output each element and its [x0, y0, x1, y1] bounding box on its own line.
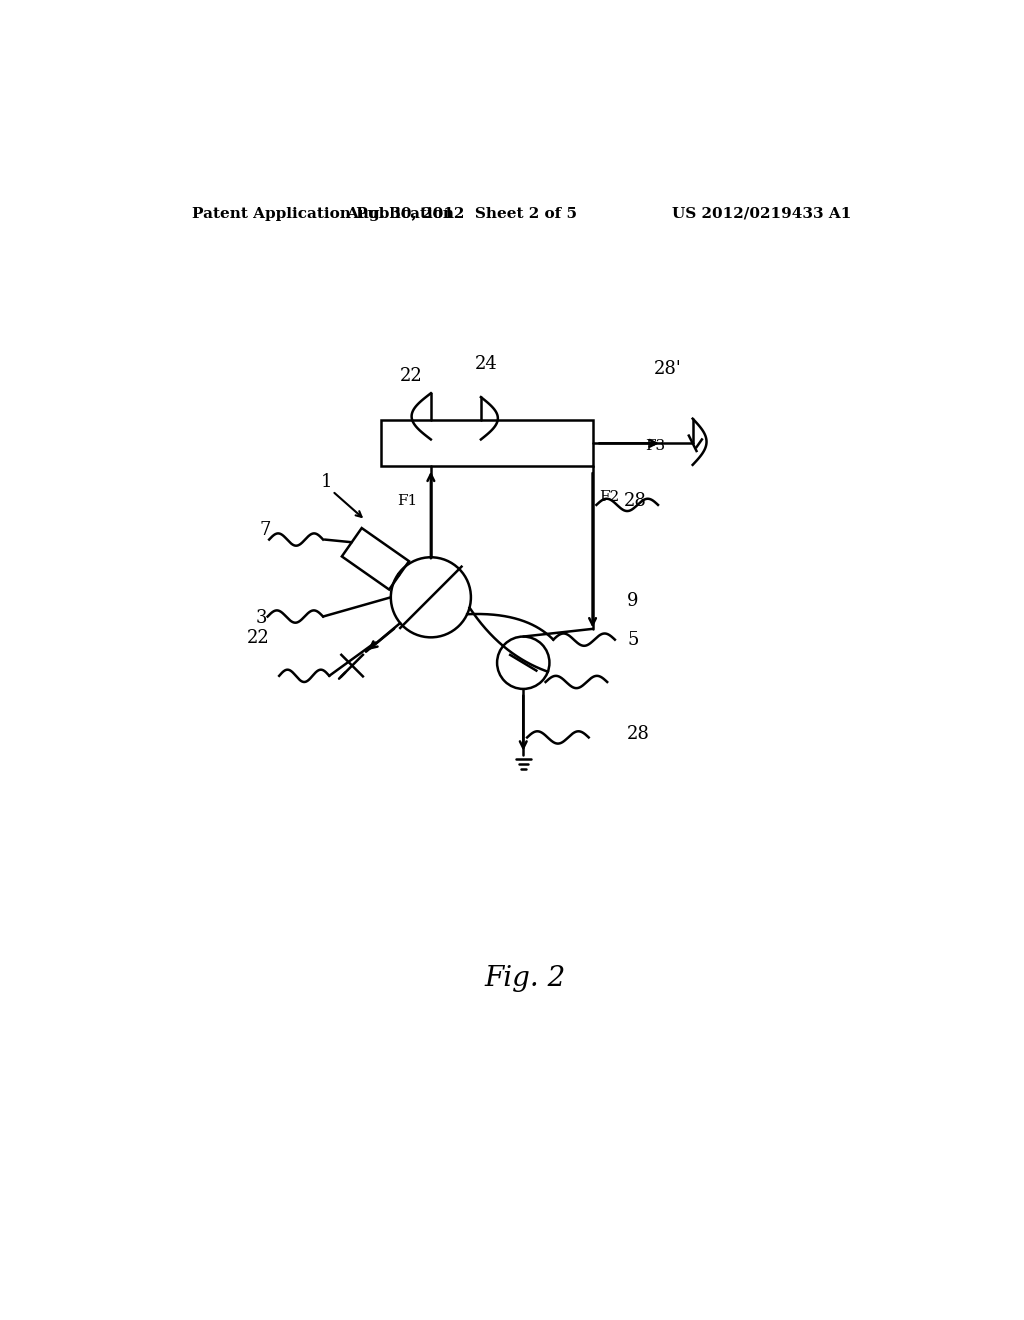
- Text: 28: 28: [624, 492, 646, 510]
- Text: Aug. 30, 2012  Sheet 2 of 5: Aug. 30, 2012 Sheet 2 of 5: [346, 207, 578, 220]
- Text: 5: 5: [628, 631, 639, 648]
- Text: Patent Application Publication: Patent Application Publication: [193, 207, 455, 220]
- Text: 22: 22: [247, 630, 269, 647]
- Text: 28: 28: [628, 726, 650, 743]
- Text: 7: 7: [259, 521, 270, 540]
- Bar: [342, 528, 409, 590]
- Text: Fig. 2: Fig. 2: [484, 965, 565, 991]
- Text: 24: 24: [475, 355, 498, 374]
- Text: 22: 22: [400, 367, 423, 384]
- Text: F3: F3: [645, 438, 665, 453]
- Text: 3: 3: [256, 609, 267, 627]
- Text: F2: F2: [599, 490, 618, 504]
- Text: F1: F1: [396, 494, 417, 508]
- Text: US 2012/0219433 A1: US 2012/0219433 A1: [673, 207, 852, 220]
- Text: 28': 28': [654, 359, 682, 378]
- Text: 9: 9: [628, 593, 639, 610]
- Text: 1: 1: [322, 473, 333, 491]
